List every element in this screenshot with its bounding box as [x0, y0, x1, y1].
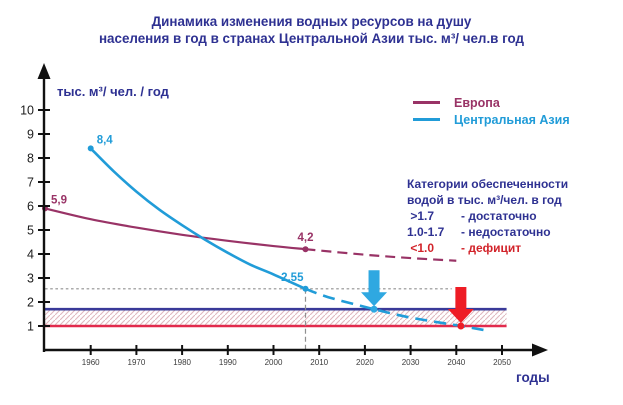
categories-heading-line1: Категории обеспеченности	[407, 177, 569, 191]
y-tick-label: 10	[20, 104, 34, 118]
x-tick-label: 1980	[173, 358, 191, 367]
category-row: <1.0 - дефицит	[407, 240, 568, 256]
x-tick-label: 2020	[356, 358, 374, 367]
x-axis-title: годы	[516, 370, 550, 385]
series-line-solid	[89, 147, 307, 290]
y-tick-label: 7	[27, 176, 34, 190]
legend-item: Европа	[413, 94, 570, 111]
category-row: 1.0-1.7 - недостаточно	[407, 224, 568, 240]
category-row: >1.7 - достаточно	[407, 208, 568, 224]
legend-item: Центральная Азия	[413, 111, 570, 128]
blue-arrow-dot	[370, 305, 378, 313]
data-point	[302, 285, 309, 292]
y-axis-title: тыс. м³/ чел. / год	[57, 84, 169, 99]
categories-rows: >1.7 - достаточно 1.0-1.7 - недостаточно <1…	[407, 208, 568, 256]
data-point-label: 2,55	[281, 272, 304, 284]
x-tick-label: 2040	[447, 358, 465, 367]
x-tick-label: 2050	[493, 358, 511, 367]
category-description: - дефицит	[461, 241, 522, 255]
y-tick-label: 8	[27, 152, 34, 166]
legend-label: Европа	[454, 95, 500, 110]
blue-arrow	[361, 270, 388, 307]
category-range: >1.7	[407, 209, 435, 223]
y-tick-label: 6	[27, 200, 34, 214]
y-tick-label: 4	[27, 248, 34, 262]
x-tick-label: 1960	[82, 358, 100, 367]
y-tick-label: 3	[27, 272, 34, 286]
legend-line-swatch	[413, 118, 440, 121]
series-line-solid	[44, 207, 306, 251]
categories-heading-line2: водой в тыс. м³/чел. в год	[407, 193, 562, 207]
legend: Европа Центральная Азия	[413, 94, 570, 128]
category-description: - достаточно	[461, 209, 537, 223]
x-tick-label: 2010	[310, 358, 328, 367]
data-point-label: 5,9	[51, 194, 67, 206]
data-point-label: 4,2	[297, 232, 313, 244]
y-tick-label: 1	[27, 320, 34, 334]
chart-title-line2: населения в год в странах Центральной Аз…	[98, 31, 525, 46]
x-tick-label: 1990	[219, 358, 237, 367]
data-point	[87, 145, 94, 152]
chart-title: Динамика изменения водных ресурсов на ду…	[0, 13, 623, 47]
y-tick-label: 5	[27, 224, 34, 238]
x-tick-label: 2030	[402, 358, 420, 367]
series-line-forecast-dashed	[305, 248, 457, 262]
y-axis-arrowhead	[37, 63, 51, 79]
category-range: 1.0-1.7	[407, 225, 445, 239]
x-axis-arrowhead	[532, 343, 548, 357]
x-tick-label: 2000	[265, 358, 283, 367]
data-point-label: 8,4	[97, 134, 114, 146]
chart-title-line1: Динамика изменения водных ресурсов на ду…	[151, 14, 472, 29]
red-arrow	[447, 287, 474, 323]
category-range: <1.0	[407, 241, 435, 255]
x-tick-label: 1970	[128, 358, 146, 367]
legend-label: Центральная Азия	[454, 112, 570, 127]
data-point	[302, 246, 309, 253]
insufficient-band	[45, 310, 507, 325]
legend-line-swatch	[413, 101, 440, 104]
y-tick-label: 2	[27, 296, 34, 310]
categories-note: Категории обеспеченности водой в тыс. м³…	[407, 176, 568, 256]
y-tick-label: 9	[27, 128, 34, 142]
category-description: - недостаточно	[461, 225, 551, 239]
red-arrow-dot	[457, 322, 465, 330]
